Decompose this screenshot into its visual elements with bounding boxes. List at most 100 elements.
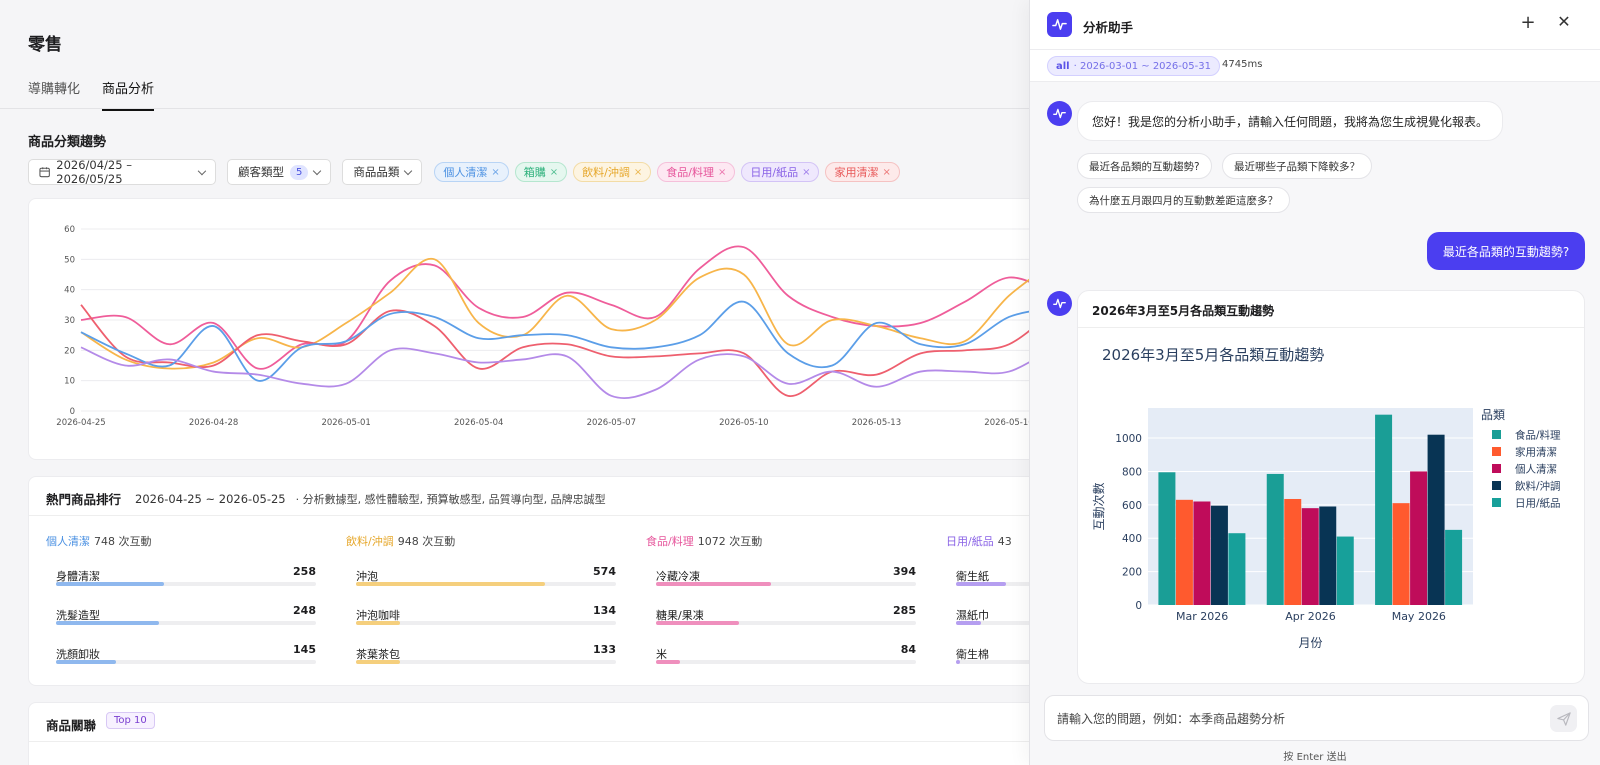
ranking-item[interactable]: 米 84 (656, 643, 916, 682)
legend-title: 品類 (1481, 408, 1505, 422)
bot-avatar-icon (1047, 101, 1072, 126)
progress-fill (356, 660, 400, 664)
x-tick-label: 2026-04-28 (189, 418, 238, 428)
divider (29, 741, 1030, 742)
x-tick-label: May 2026 (1392, 610, 1446, 623)
ranking-segments: · 分析數據型, 感性體驗型, 預算敏感型, 品質導向型, 品牌忠誠型 (295, 492, 606, 506)
suggestion-chip[interactable]: 為什麼五月跟四月的互動數差距這麼多？ (1077, 187, 1290, 213)
progress-track (356, 582, 616, 586)
tab-product-analysis[interactable]: 商品分析 (102, 78, 155, 111)
category-chip[interactable]: 日用/紙品 × (741, 162, 820, 182)
progress-fill (656, 621, 739, 625)
bar (1427, 434, 1445, 605)
ranking-item[interactable]: 洗顏卸妝 145 (56, 643, 316, 682)
suggestion-chip[interactable]: 最近哪些子品類下降較多？ (1222, 153, 1372, 179)
top-products-card: 熱門商品排行 2026-04-25 ~ 2026-05-25 · 分析數據型, … (28, 476, 1030, 686)
ranking-item[interactable]: 洗髮造型 248 (56, 604, 316, 643)
ranking-item[interactable]: 濕紙巾 (956, 604, 1030, 643)
legend-entry[interactable]: 食品/料理 (1515, 429, 1561, 442)
ranking-item[interactable]: 冷藏冷凍 394 (656, 565, 916, 604)
suggestion-chip[interactable]: 最近各品類的互動趨勢? (1077, 153, 1212, 179)
ranking-item[interactable]: 茶葉茶包 133 (356, 643, 616, 682)
bar (1284, 498, 1302, 605)
category-chip[interactable]: 個人清潔 × (434, 162, 509, 182)
y-tick-label: 30 (64, 316, 75, 326)
response-time: 4745ms (1222, 59, 1263, 70)
progress-fill (956, 621, 982, 625)
remove-chip-icon[interactable]: × (549, 166, 559, 178)
item-name: 洗髮造型 (56, 609, 100, 622)
x-tick-label: 2026-05-01 (321, 418, 370, 428)
bar (1175, 499, 1193, 605)
legend-entry[interactable]: 家用清潔 (1515, 446, 1557, 459)
series-line (80, 257, 1030, 370)
interaction-total: 748 次互動 (94, 535, 152, 548)
progress-track (56, 621, 316, 625)
category-chip[interactable]: 箱購 × (514, 162, 568, 182)
ranking-item[interactable]: 衛生棉 (956, 643, 1030, 682)
remove-chip-icon[interactable]: × (491, 166, 500, 178)
category-name[interactable]: 食品/料理 (646, 535, 694, 548)
legend-entry[interactable]: 日用/紙品 (1515, 497, 1561, 510)
ranking-column: 個人清潔 748 次互動身體清潔 258 洗髮造型 248 洗顏卸妝 145 (46, 533, 316, 682)
category-filter[interactable]: 商品品類 (342, 159, 423, 185)
scope-label: all (1056, 60, 1070, 72)
y-tick-label: 10 (64, 377, 75, 387)
remove-chip-icon[interactable]: × (882, 166, 891, 178)
scope-pill[interactable]: all · 2026-03-01 ~ 2026-05-31 (1047, 56, 1220, 76)
ranking-column: 食品/料理 1072 次互動冷藏冷凍 394 糖果/果凍 285 米 84 (646, 533, 916, 682)
legend-swatch (1492, 464, 1501, 473)
chip-label: 日用/紙品 (750, 166, 799, 179)
y-tick-label: 600 (1122, 500, 1142, 512)
interaction-total: 43 (997, 535, 1012, 548)
category-name[interactable]: 個人清潔 (46, 535, 90, 548)
remove-chip-icon[interactable]: × (633, 166, 643, 178)
ranking-item[interactable]: 身體清潔 258 (56, 565, 316, 604)
tab-conversion[interactable]: 導購轉化 (28, 82, 81, 97)
x-tick-label: 2026-05-13 (852, 418, 901, 428)
send-button[interactable] (1550, 705, 1577, 732)
item-name: 衛生棉 (956, 648, 989, 661)
category-name[interactable]: 飲料/沖調 (346, 535, 394, 548)
ranking-date-range: 2026-04-25 ~ 2026-05-25 (135, 491, 286, 506)
progress-track (356, 621, 616, 625)
ranking-item[interactable]: 衛生紙 (956, 565, 1030, 604)
legend-entry[interactable]: 個人清潔 (1515, 463, 1557, 476)
item-value: 134 (593, 604, 616, 617)
chat-input-box (1044, 695, 1589, 741)
item-name: 身體清潔 (56, 570, 100, 583)
progress-track (956, 621, 1030, 625)
ranking-item[interactable]: 糖果/果凍 285 (656, 604, 916, 643)
bar (1392, 503, 1410, 605)
category-chip[interactable]: 家用清潔 × (825, 162, 900, 182)
customer-type-filter[interactable]: 顧客類型 5 (227, 159, 332, 185)
date-range-picker[interactable]: 2026/04/25 – 2026/05/25 (28, 158, 216, 186)
category-name[interactable]: 日用/紙品 (946, 535, 994, 548)
greeting-message: 您好！我是您的分析小助手，請輸入任何問題，我將為您生成視覺化報表。 (1077, 101, 1504, 141)
chat-input[interactable] (1057, 709, 1517, 729)
y-tick-label: 40 (64, 286, 75, 296)
close-icon[interactable]: ✕ (1557, 12, 1571, 31)
bar (1228, 533, 1246, 605)
y-tick-label: 50 (64, 255, 75, 265)
category-chip[interactable]: 飲料/沖調 × (573, 162, 652, 182)
progress-track (356, 660, 616, 664)
progress-fill (356, 582, 545, 586)
y-tick-label: 200 (1122, 567, 1142, 579)
x-tick-label: Mar 2026 (1176, 610, 1228, 623)
remove-chip-icon[interactable]: × (802, 166, 811, 178)
ranking-column-header: 食品/料理 1072 次互動 (646, 533, 916, 549)
y-tick-label: 0 (70, 407, 75, 417)
item-value: 574 (593, 565, 616, 578)
ranking-item[interactable]: 沖泡 574 (356, 565, 616, 604)
progress-track (956, 582, 1030, 586)
category-chip[interactable]: 食品/料理 × (657, 162, 736, 182)
ranking-item[interactable]: 沖泡咖啡 134 (356, 604, 616, 643)
remove-chip-icon[interactable]: × (717, 166, 727, 178)
new-chat-plus-icon[interactable]: + (1520, 12, 1536, 33)
item-value: 258 (293, 565, 316, 578)
y-tick-label: 800 (1122, 466, 1142, 478)
legend-entry[interactable]: 飲料/沖調 (1515, 480, 1561, 493)
progress-track (956, 660, 1030, 664)
ranking-column: 日用/紙品 43 衛生紙 濕紙巾衛生棉 (946, 533, 1030, 682)
